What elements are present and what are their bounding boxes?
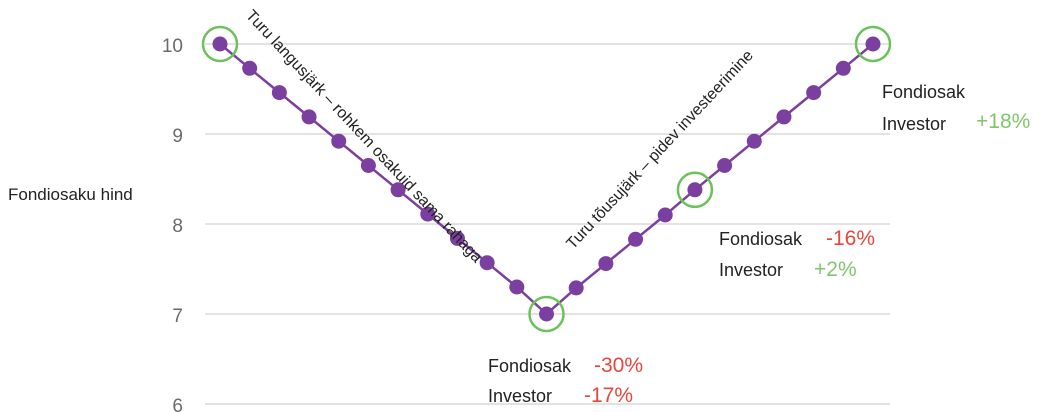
data-point <box>568 280 584 296</box>
data-point <box>598 256 614 272</box>
price-series <box>201 25 892 333</box>
data-point <box>242 60 258 76</box>
data-point <box>687 182 703 198</box>
data-point <box>301 109 317 125</box>
data-point <box>717 158 733 173</box>
data-point <box>271 85 287 101</box>
annotation-middle: Fondiosak -16% Investor +2% <box>719 227 875 281</box>
fund-label: Fondiosak <box>882 82 966 102</box>
highlight-ring <box>676 171 714 209</box>
data-point <box>360 158 376 173</box>
data-point <box>776 109 792 125</box>
fund-label: Fondiosak <box>488 356 572 376</box>
data-point <box>835 60 851 76</box>
y-tick-label: 7 <box>172 306 183 327</box>
y-tick-label: 9 <box>172 126 183 147</box>
highlight-ring <box>528 295 565 333</box>
investor-change: -17% <box>584 384 633 407</box>
fund-label: Fondiosak <box>719 229 803 249</box>
investor-label: Investor <box>488 386 552 406</box>
data-point <box>746 133 762 149</box>
investor-change: +2% <box>814 258 857 281</box>
annotation-bottom: Fondiosak -30% Investor -17% <box>488 354 643 407</box>
grid-lines <box>205 43 890 405</box>
data-point <box>420 206 436 222</box>
investor-label: Investor <box>719 260 783 280</box>
data-point <box>212 36 228 52</box>
y-tick-label: 10 <box>162 36 183 57</box>
trend-label-up: Turu tõusujärk – pidev investeerimine <box>563 47 756 253</box>
y-axis-ticks: 10 9 8 7 6 <box>162 36 183 412</box>
data-point <box>390 182 406 198</box>
highlight-ring <box>854 25 892 63</box>
investor-label: Investor <box>882 114 946 134</box>
fund-change: -30% <box>594 354 643 377</box>
data-point <box>865 36 881 52</box>
data-point <box>539 306 554 322</box>
y-tick-label: 6 <box>172 396 183 412</box>
data-point <box>479 255 495 271</box>
y-tick-label: 8 <box>172 216 183 237</box>
data-point <box>806 85 822 101</box>
data-point <box>449 230 465 246</box>
annotation-top: Fondiosak Investor +18% <box>882 82 1030 134</box>
investor-change: +18% <box>976 110 1030 133</box>
data-point <box>509 279 525 295</box>
data-point <box>331 133 347 149</box>
highlight-ring <box>201 25 239 63</box>
data-point <box>628 231 644 247</box>
data-point <box>657 207 673 223</box>
fund-change: -16% <box>826 227 875 250</box>
y-axis-label: Fondiosaku hind <box>8 185 133 204</box>
trend-label-down: Turu langusjärk – rohkem osakuid sama ra… <box>242 7 485 266</box>
